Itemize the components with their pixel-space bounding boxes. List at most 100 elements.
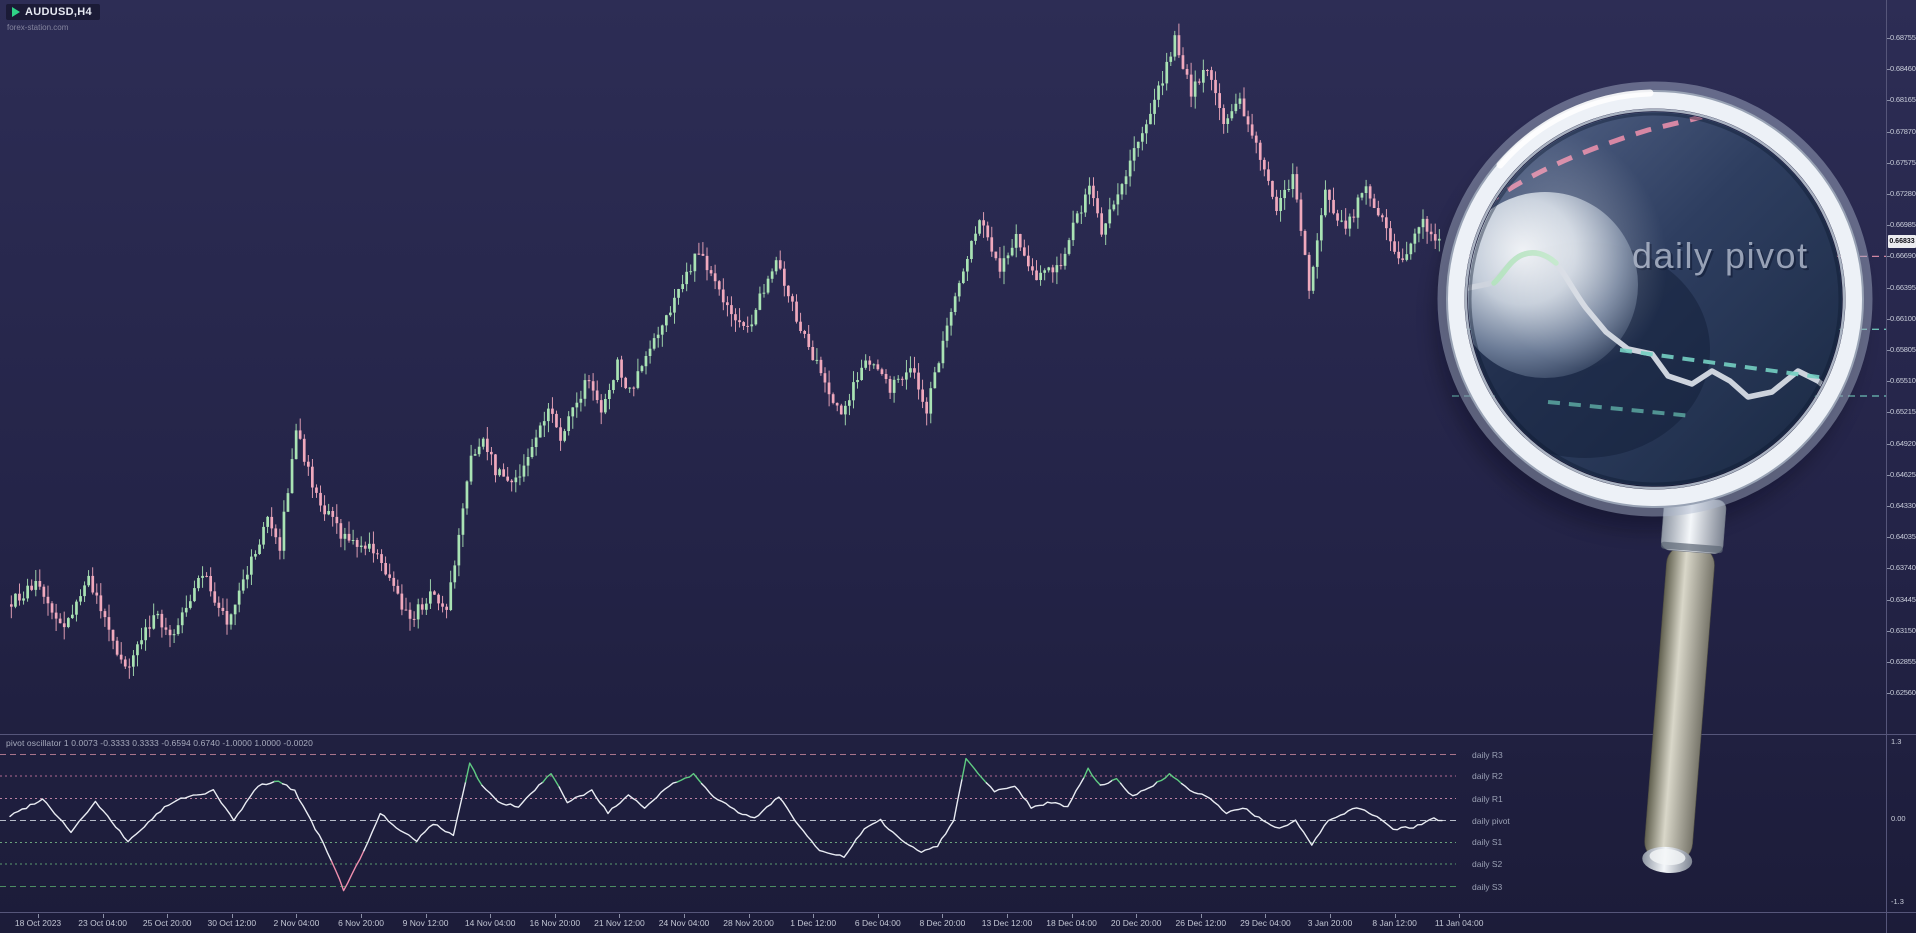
time-axis-tick bbox=[490, 914, 492, 918]
time-axis-label: 28 Nov 20:00 bbox=[723, 918, 774, 928]
symbol-header: AUDUSD,H4 bbox=[6, 4, 100, 20]
price-scale-label: 0.65510 bbox=[1890, 376, 1916, 386]
price-scale-label: 0.65805 bbox=[1890, 344, 1916, 354]
chart-indicator-divider[interactable] bbox=[0, 734, 1916, 735]
time-axis-tick bbox=[38, 914, 39, 918]
price-scale-tick bbox=[1887, 661, 1890, 663]
time-axis-tick bbox=[942, 914, 944, 918]
time-axis-tick bbox=[1200, 914, 1202, 918]
oscillator-line bbox=[9, 757, 1443, 892]
price-scale-label: 0.62855 bbox=[1890, 656, 1916, 666]
indicator-panel-canvas[interactable] bbox=[0, 734, 1886, 912]
price-scale-tick bbox=[1887, 225, 1890, 227]
time-axis-label: 6 Nov 20:00 bbox=[338, 918, 384, 928]
price-scale-label: 0.67575 bbox=[1890, 157, 1916, 167]
time-axis-label: 13 Dec 12:00 bbox=[981, 918, 1033, 928]
price-scale-label: 0.68165 bbox=[1890, 95, 1916, 105]
indicator-scale-mid: 0.00 bbox=[1891, 814, 1906, 823]
time-axis-label: 3 Jan 20:00 bbox=[1307, 918, 1353, 928]
time-axis-label: 29 Dec 04:00 bbox=[1240, 918, 1291, 928]
watermark: forex-station.com bbox=[7, 23, 69, 32]
time-axis-tick bbox=[813, 914, 815, 918]
price-scale-label: 0.67870 bbox=[1890, 126, 1916, 136]
time-axis-tick bbox=[1330, 914, 1331, 918]
indicator-timeaxis-divider bbox=[0, 912, 1916, 913]
price-scale-label: 0.64920 bbox=[1890, 438, 1916, 448]
time-axis-tick bbox=[619, 914, 621, 918]
price-scale-label: 0.68755 bbox=[1890, 32, 1916, 42]
pivot-level-label: daily pivot bbox=[1472, 815, 1510, 826]
price-scale-label: 0.65215 bbox=[1890, 407, 1916, 417]
time-axis-tick bbox=[1265, 914, 1267, 918]
price-scale[interactable]: 0.66833 0.68755 0.68460 0.68165 0.67870 0.67… bbox=[1887, 0, 1916, 933]
time-axis-label: 1 Dec 12:00 bbox=[790, 918, 837, 928]
time-axis-label: 25 Oct 20:00 bbox=[142, 918, 192, 928]
time-axis-label: 2 Nov 04:00 bbox=[273, 918, 320, 928]
time-axis-tick bbox=[1007, 914, 1008, 918]
time-axis-label: 23 Oct 04:00 bbox=[78, 918, 127, 928]
symbol-label: AUDUSD,H4 bbox=[25, 6, 92, 18]
candlestick-series bbox=[10, 23, 1441, 679]
time-axis-label: 16 Nov 20:00 bbox=[529, 918, 581, 928]
time-axis-tick bbox=[748, 914, 750, 918]
price-scale-label: 0.64625 bbox=[1890, 469, 1916, 479]
time-axis-label: 8 Dec 20:00 bbox=[919, 918, 966, 928]
price-scale-label: 0.63150 bbox=[1890, 625, 1916, 635]
price-scale-tick bbox=[1887, 256, 1890, 258]
price-scale-tick bbox=[1887, 537, 1890, 539]
time-axis-label: 9 Nov 12:00 bbox=[402, 918, 449, 928]
time-axis-label: 20 Dec 20:00 bbox=[1110, 918, 1162, 928]
time-axis-tick bbox=[1459, 914, 1461, 918]
time-axis-tick bbox=[167, 914, 169, 918]
price-scale-label: 0.66985 bbox=[1890, 220, 1916, 230]
time-axis-tick bbox=[1071, 914, 1073, 918]
time-axis-label: 24 Nov 04:00 bbox=[658, 918, 710, 928]
price-scale-label: 0.63445 bbox=[1890, 594, 1916, 604]
price-scale-tick bbox=[1887, 412, 1890, 414]
pivot-level-label: daily R1 bbox=[1472, 793, 1503, 804]
main-chart-canvas[interactable] bbox=[0, 0, 1886, 734]
price-scale-label: 0.64330 bbox=[1890, 500, 1916, 510]
time-axis-label: 21 Nov 12:00 bbox=[594, 918, 645, 928]
time-axis-label: 18 Dec 04:00 bbox=[1046, 918, 1097, 928]
price-scale-tick bbox=[1887, 193, 1890, 195]
price-scale-label: 0.63740 bbox=[1890, 563, 1916, 573]
price-scale-tick bbox=[1887, 100, 1890, 102]
price-scale-label: 0.66395 bbox=[1890, 282, 1916, 292]
time-axis-tick bbox=[361, 914, 362, 918]
price-scale-label: 0.66690 bbox=[1890, 251, 1916, 261]
time-axis-tick bbox=[1394, 914, 1396, 918]
current-price-tag: 0.66833 bbox=[1888, 234, 1916, 248]
price-scale-label: 0.67280 bbox=[1890, 188, 1916, 198]
time-axis[interactable]: 18 Oct 2023 23 Oct 04:00 25 Oct 20:00 30 Oc… bbox=[0, 913, 1886, 933]
time-axis-tick bbox=[231, 914, 233, 918]
price-scale-tick bbox=[1887, 287, 1890, 289]
time-axis-label: 6 Dec 04:00 bbox=[854, 918, 901, 928]
price-scale-label: 0.62560 bbox=[1890, 688, 1916, 698]
price-scale-tick bbox=[1887, 568, 1890, 570]
indicator-scale-top: 1.3 bbox=[1891, 737, 1902, 746]
time-axis-tick bbox=[554, 914, 556, 918]
price-scale-tick bbox=[1887, 162, 1890, 164]
time-axis-label: 11 Jan 04:00 bbox=[1434, 918, 1484, 928]
price-scale-tick bbox=[1887, 37, 1890, 39]
indicator-scale-bottom: -1.3 bbox=[1891, 897, 1904, 906]
time-axis-tick bbox=[102, 914, 104, 918]
price-scale-tick bbox=[1887, 381, 1890, 383]
price-scale-tick bbox=[1887, 69, 1890, 71]
time-axis-tick bbox=[296, 914, 298, 918]
daily-pivot-lines bbox=[1452, 255, 1886, 397]
time-axis-label: 26 Dec 12:00 bbox=[1175, 918, 1227, 928]
time-axis-label: 14 Nov 04:00 bbox=[464, 918, 516, 928]
price-scale-tick bbox=[1887, 630, 1890, 632]
pivot-level-lines bbox=[0, 754, 1456, 887]
pivot-level-label: daily R2 bbox=[1472, 771, 1503, 782]
time-axis-label: 8 Jan 12:00 bbox=[1372, 918, 1417, 928]
time-axis-tick bbox=[425, 914, 427, 918]
price-scale-tick bbox=[1887, 131, 1890, 133]
pivot-level-label: daily S1 bbox=[1472, 837, 1503, 848]
price-scale-tick bbox=[1887, 599, 1890, 601]
time-axis-tick bbox=[684, 914, 685, 918]
symbol-arrow-icon bbox=[12, 7, 20, 17]
